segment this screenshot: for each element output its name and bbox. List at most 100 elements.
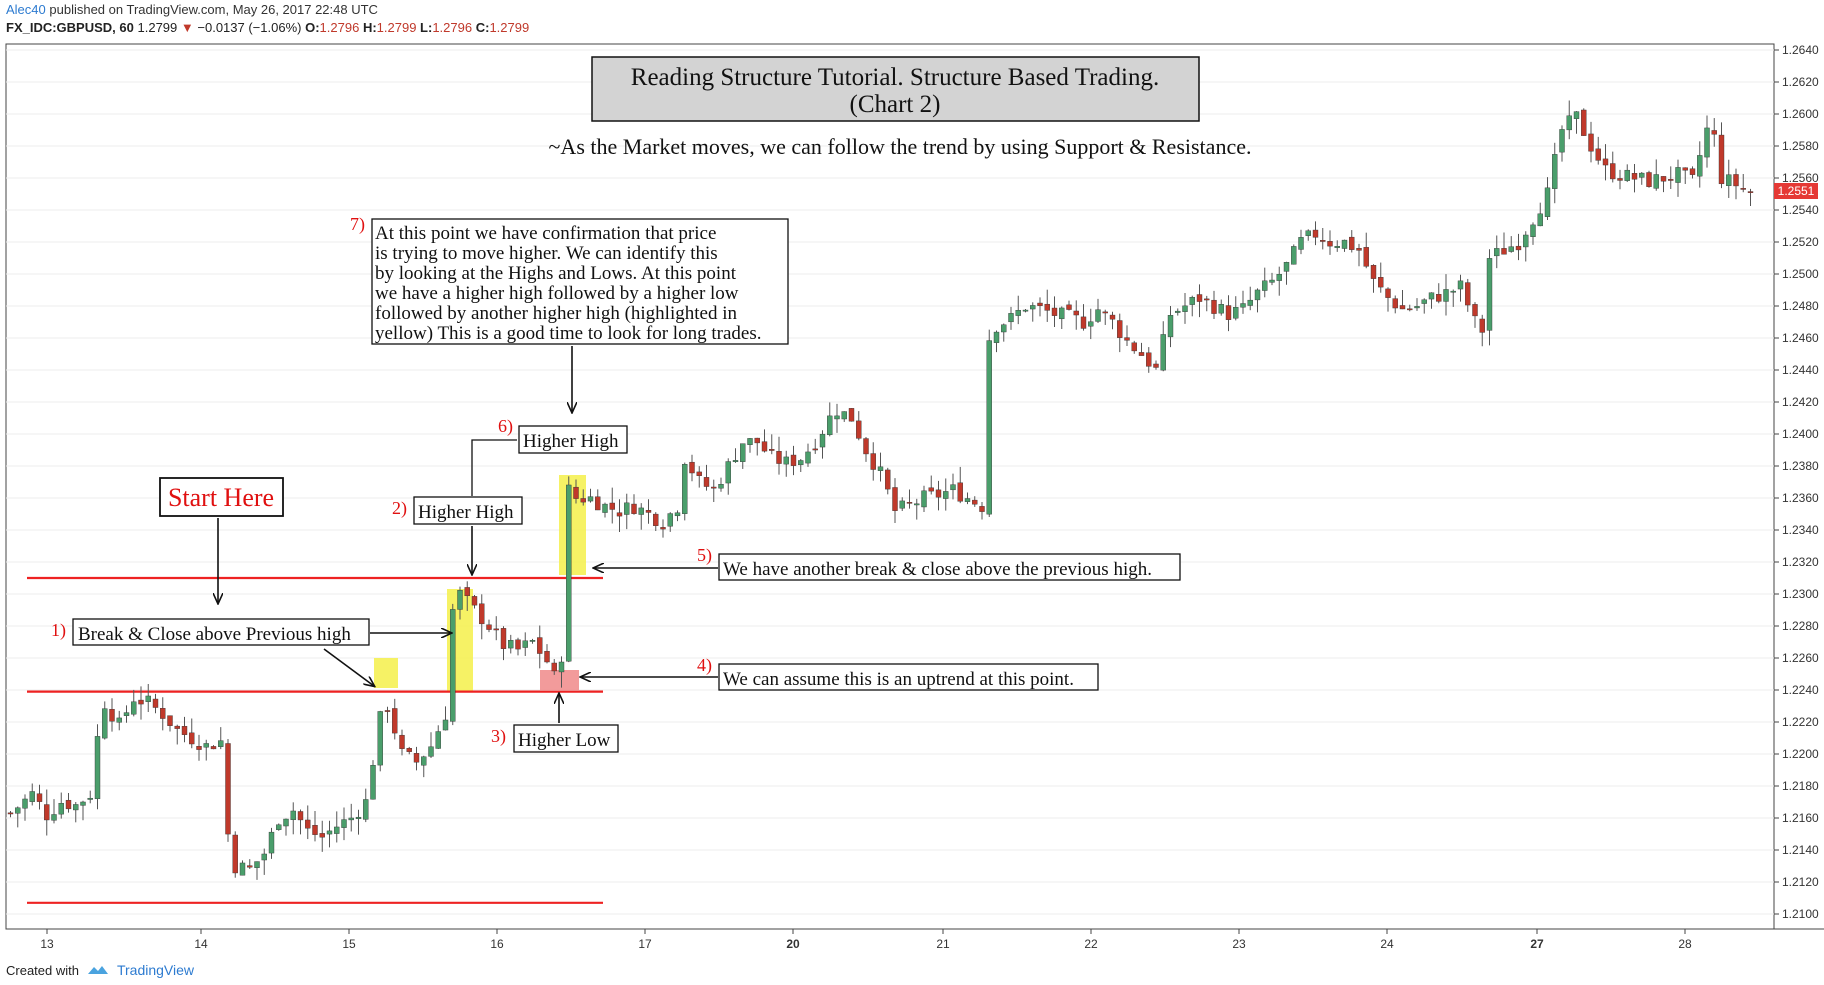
- candle: [921, 490, 927, 508]
- step-7-text: At this point we have confirmation that …: [375, 223, 761, 344]
- candle: [1566, 115, 1572, 131]
- step-5-number: 5): [697, 545, 712, 566]
- y-tick-label: 1.2100: [1782, 907, 1819, 921]
- candle: [1682, 167, 1688, 171]
- candle: [885, 469, 891, 490]
- price-change: −0.0137 (−1.06%): [197, 20, 302, 35]
- chart-title-line2: (Chart 2): [850, 91, 941, 118]
- candle: [116, 717, 122, 723]
- y-tick-label: 1.2160: [1782, 811, 1819, 825]
- y-tick-label: 1.2220: [1782, 715, 1819, 729]
- candle: [551, 662, 557, 672]
- candle: [290, 810, 296, 821]
- candle: [856, 420, 862, 439]
- candle: [1523, 234, 1529, 248]
- candle: [653, 513, 659, 526]
- candle: [160, 708, 166, 719]
- candle: [1726, 174, 1732, 186]
- candle: [1037, 302, 1043, 306]
- candle: [1537, 213, 1543, 227]
- y-tick-label: 1.2280: [1782, 619, 1819, 633]
- candle: [638, 507, 644, 515]
- candle: [1689, 168, 1696, 175]
- candle: [1363, 247, 1369, 267]
- candle: [703, 477, 710, 487]
- candle: [769, 449, 775, 451]
- candle: [1392, 298, 1398, 309]
- candle: [232, 834, 238, 874]
- open-value: 1.2796: [319, 20, 360, 35]
- chart-subtitle: ~As the Market moves, we can follow the …: [549, 134, 1252, 159]
- symbol-legend: FX_IDC:GBPUSD, 60 1.2799 ▼ −0.0137 (−1.0…: [6, 20, 529, 35]
- candle: [848, 408, 855, 422]
- candle: [624, 502, 630, 515]
- candle: [899, 500, 905, 509]
- candle: [254, 861, 260, 868]
- open-label: O:: [305, 20, 320, 35]
- candle: [935, 489, 942, 498]
- candle: [1247, 299, 1253, 306]
- candle: [261, 853, 267, 861]
- candle: [1334, 246, 1340, 248]
- candle: [87, 797, 93, 800]
- x-tick-label: 14: [194, 937, 208, 951]
- candle: [210, 746, 217, 750]
- candle: [1175, 310, 1181, 313]
- candle: [718, 484, 724, 489]
- step-2-box: [413, 496, 523, 525]
- candle: [196, 746, 202, 750]
- candle: [1051, 307, 1058, 316]
- tradingview-link[interactable]: TradingView: [116, 962, 195, 978]
- candle: [1088, 321, 1094, 327]
- candle: [747, 438, 753, 445]
- candle: [268, 831, 275, 854]
- candle: [297, 811, 304, 821]
- candle: [406, 748, 412, 752]
- candle: [283, 818, 289, 827]
- candle: [131, 701, 137, 715]
- candle: [537, 637, 543, 654]
- candle: [1624, 169, 1630, 181]
- x-tick-label: 21: [936, 937, 950, 951]
- candle: [1001, 324, 1007, 333]
- y-tick-label: 1.2420: [1782, 395, 1819, 409]
- high-value: 1.2799: [376, 20, 417, 35]
- candle: [761, 441, 768, 452]
- chart-title: Reading Structure Tutorial. Structure Ba…: [631, 64, 1159, 91]
- candle: [493, 628, 499, 631]
- candle: [384, 710, 391, 712]
- candle: [1182, 305, 1188, 312]
- y-tick-label: 1.2460: [1782, 331, 1819, 345]
- candle: [334, 826, 340, 834]
- candle: [464, 587, 470, 597]
- candle: [1044, 303, 1050, 311]
- title-box: [591, 56, 1200, 122]
- author-link[interactable]: Alec40: [6, 2, 46, 17]
- candle: [1479, 318, 1485, 333]
- candle: [44, 804, 50, 821]
- y-tick-label: 1.2500: [1782, 267, 1819, 281]
- candle: [566, 484, 572, 662]
- candle: [972, 499, 978, 505]
- candle: [711, 486, 717, 489]
- y-tick-label: 1.2120: [1782, 875, 1819, 889]
- candle: [776, 451, 782, 464]
- candle: [500, 628, 507, 649]
- candle: [326, 830, 333, 835]
- x-tick-label: 23: [1232, 937, 1246, 951]
- candle: [152, 698, 159, 708]
- candle: [305, 819, 311, 829]
- y-tick-label: 1.2620: [1782, 75, 1819, 89]
- y-tick-label: 1.2180: [1782, 779, 1819, 793]
- candle: [1581, 109, 1587, 136]
- candle: [1704, 127, 1710, 158]
- candle: [1610, 163, 1616, 180]
- y-tick-label: 1.2300: [1782, 587, 1819, 601]
- candle: [602, 503, 608, 513]
- step-6-text: Higher High: [523, 431, 619, 452]
- candle: [1740, 188, 1746, 190]
- candle: [863, 438, 869, 455]
- candle: [1327, 241, 1333, 247]
- candle: [138, 699, 144, 705]
